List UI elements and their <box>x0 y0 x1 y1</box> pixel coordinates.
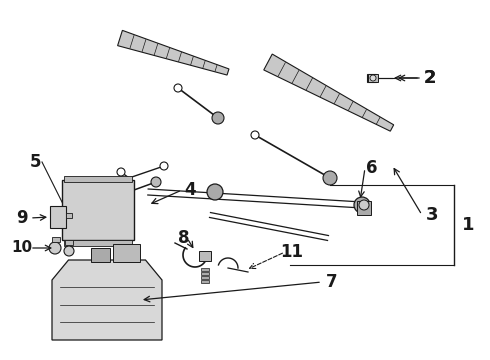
Bar <box>113 244 140 262</box>
Circle shape <box>174 84 182 92</box>
Text: 6: 6 <box>366 159 378 177</box>
Bar <box>201 268 209 271</box>
Polygon shape <box>264 54 393 131</box>
Text: 2: 2 <box>424 69 436 87</box>
Bar <box>368 74 378 82</box>
Bar <box>50 206 66 228</box>
Circle shape <box>207 184 223 200</box>
Circle shape <box>160 162 168 170</box>
Text: 3: 3 <box>426 206 438 224</box>
Bar <box>357 201 371 215</box>
Circle shape <box>49 242 61 254</box>
Text: 4: 4 <box>184 181 196 199</box>
Polygon shape <box>52 260 162 340</box>
Bar <box>52 237 60 242</box>
Polygon shape <box>118 30 229 75</box>
Bar <box>65 240 73 245</box>
Text: 7: 7 <box>326 273 338 291</box>
Circle shape <box>151 177 161 187</box>
Bar <box>201 280 209 283</box>
Bar <box>199 251 211 261</box>
Text: 2: 2 <box>424 69 436 87</box>
Bar <box>367 74 376 82</box>
Text: 11: 11 <box>280 243 303 261</box>
Bar <box>64 176 132 182</box>
Circle shape <box>64 246 74 256</box>
Text: 1: 1 <box>462 216 474 234</box>
Bar <box>66 213 72 218</box>
Bar <box>64 240 132 246</box>
Bar <box>91 248 110 262</box>
Circle shape <box>117 168 125 176</box>
Circle shape <box>370 75 376 81</box>
Circle shape <box>212 112 224 124</box>
Circle shape <box>251 131 259 139</box>
Circle shape <box>323 171 337 185</box>
Circle shape <box>359 200 369 210</box>
Circle shape <box>354 197 370 213</box>
Text: 9: 9 <box>16 209 28 227</box>
Text: 5: 5 <box>29 153 41 171</box>
Bar <box>62 180 134 240</box>
Bar <box>201 276 209 279</box>
Circle shape <box>368 75 375 81</box>
Bar <box>201 272 209 275</box>
Text: 8: 8 <box>178 229 190 247</box>
Text: 10: 10 <box>11 240 32 256</box>
